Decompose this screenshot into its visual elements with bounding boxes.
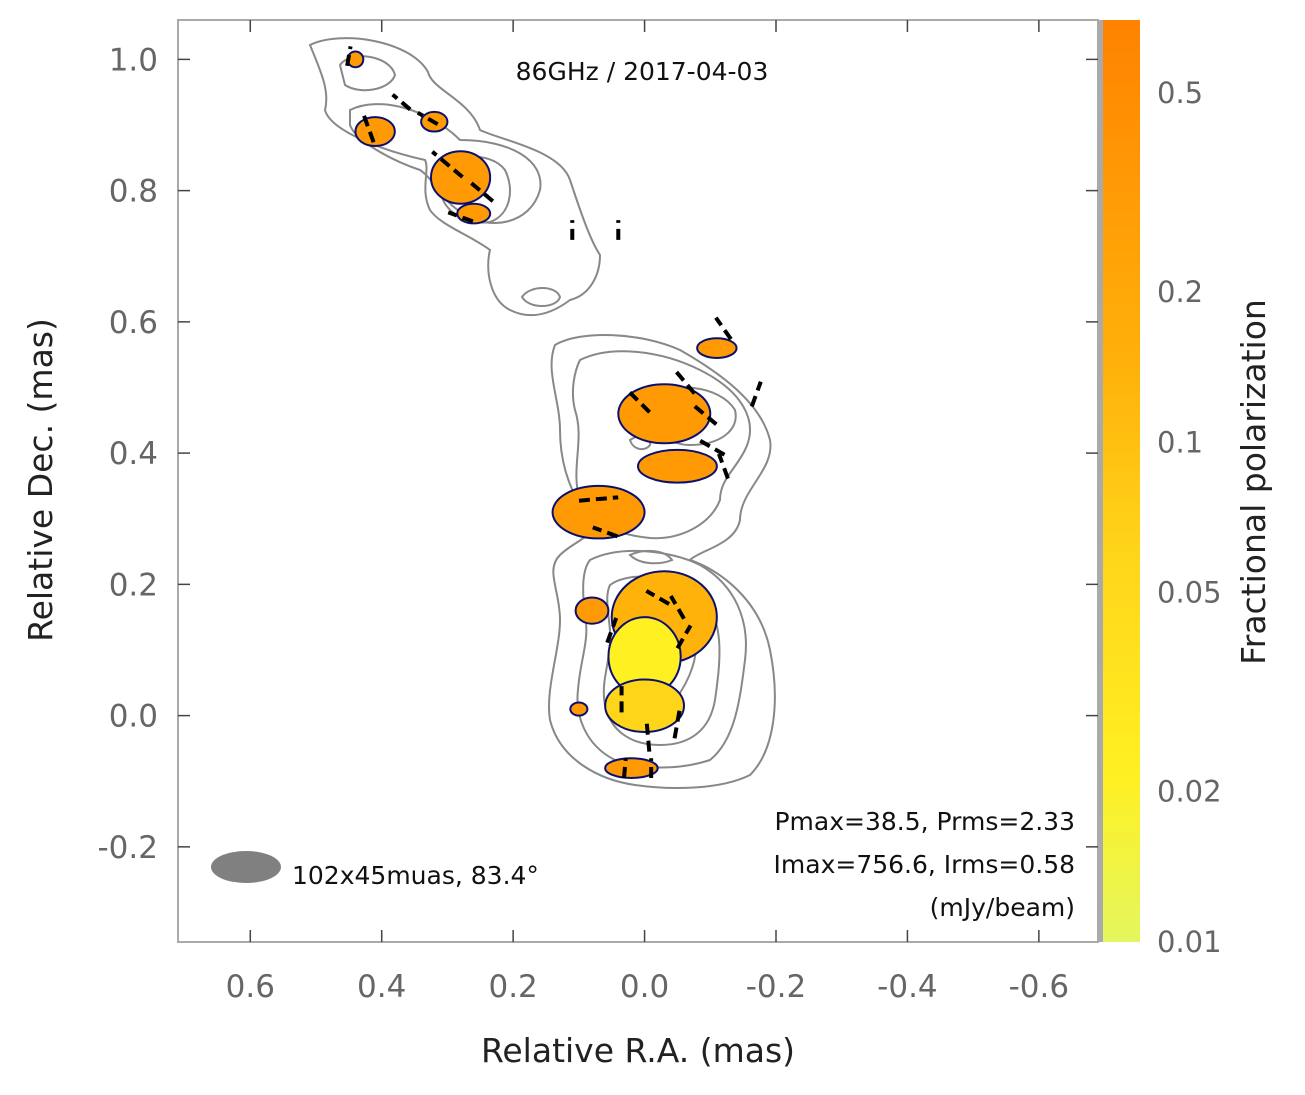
evpa-tick-21	[675, 624, 693, 650]
polarized-region-8	[551, 484, 646, 540]
contour-core-2	[571, 350, 751, 540]
evpa-tick-16	[578, 495, 619, 503]
colorbar-tick-label-3: 0.05	[1157, 576, 1222, 610]
polarized-region-1	[354, 116, 396, 147]
evpa-tick-17	[592, 525, 619, 539]
evpa-tick-14	[695, 436, 726, 457]
beam-label: 102x45muas, 83.4°	[292, 861, 539, 890]
evpa-tick-3	[416, 110, 439, 126]
y-tick-label-3: 0.4	[109, 436, 158, 472]
colorbar-title: Fractional polarization	[1234, 299, 1273, 665]
y-axis-title: Relative Dec. (mas)	[21, 318, 60, 642]
colorbar-tick-label-5: 0.01	[1157, 925, 1222, 959]
polarized-region-4	[456, 202, 492, 225]
evpa-tick-10	[671, 367, 697, 395]
x-tick-label-2: 0.2	[488, 969, 537, 1005]
evpa-tick-19	[669, 594, 686, 620]
evpa-tick-9	[714, 316, 733, 341]
x-axis-title: Relative R.A. (mas)	[481, 1031, 795, 1070]
plot-title: 86GHz / 2017-04-03	[516, 57, 769, 86]
polarized-region-5	[696, 337, 738, 359]
x-tick-label-3: 0.0	[620, 969, 669, 1005]
colorbar-tick-label-2: 0.1	[1157, 425, 1203, 459]
stats-line-2: Imax=756.6, Irms=0.58	[774, 850, 1075, 879]
axes-layer: 0.6 0.4 0.2 0.0 -0.2 -0.4 -0.6 1.0 0.8 0.6 0.4 0.2 0…	[98, 20, 1098, 1005]
colorbar-ticks: 0.5 0.2 0.1 0.05 0.02 0.01	[1157, 76, 1222, 959]
polarized-region-14	[604, 757, 659, 779]
colorbar	[1100, 20, 1140, 942]
evpa-tick-12	[689, 401, 718, 426]
evpa-tick-2	[391, 93, 412, 111]
evpa-layer	[345, 46, 763, 779]
x-tick-label-0: 0.6	[226, 969, 275, 1005]
x-tick-label-5: -0.4	[877, 969, 938, 1005]
y-tick-label-2: 0.6	[109, 305, 158, 341]
colorbar-tick-label-1: 0.2	[1157, 275, 1203, 309]
y-tick-label-6: -0.2	[98, 830, 159, 866]
plot-frame	[177, 19, 1099, 943]
polarized-region-6	[617, 383, 712, 445]
evpa-tick-23	[672, 705, 683, 739]
evpa-tick-15	[717, 453, 730, 480]
polarized-region-13	[569, 701, 589, 717]
stats-line-3: (mJy/beam)	[930, 893, 1075, 922]
beam-ellipse	[211, 851, 281, 883]
evpa-tick-11	[624, 387, 652, 414]
colorbar-tick-label-0: 0.5	[1157, 76, 1203, 110]
contour-core-3	[576, 550, 747, 769]
y-tick-label-1: 0.8	[109, 174, 158, 210]
evpa-tick-18	[645, 589, 671, 606]
evpa-tick-1	[361, 113, 376, 143]
contour-lower-bridge	[628, 549, 674, 565]
stats-line-1: Pmax=38.5, Prms=2.33	[774, 807, 1075, 836]
x-tick-label-6: -0.6	[1009, 969, 1070, 1005]
colorbar-tick-label-4: 0.02	[1157, 775, 1222, 809]
evpa-tick-25	[622, 758, 628, 779]
y-tick-label-5: 0.0	[109, 699, 158, 735]
y-tick-label-0: 1.0	[109, 42, 158, 78]
evpa-tick-6	[447, 210, 474, 224]
polarized-region-9	[574, 596, 610, 625]
evpa-tick-20	[605, 617, 619, 644]
contour-blob-small	[520, 287, 562, 307]
contour-outer-jet	[308, 37, 602, 317]
x-tick-label-1: 0.4	[357, 969, 406, 1005]
polarized-region-12	[604, 678, 685, 734]
polarized-region-7	[637, 448, 718, 484]
evpa-tick-4	[431, 150, 464, 179]
y-tick-label-4: 0.2	[109, 567, 158, 603]
evpa-tick-13	[749, 381, 763, 408]
x-tick-label-4: -0.2	[746, 969, 807, 1005]
evpa-tick-5	[466, 178, 495, 203]
evpa-tick-24	[644, 718, 652, 752]
evpa-tick-0	[345, 46, 353, 67]
